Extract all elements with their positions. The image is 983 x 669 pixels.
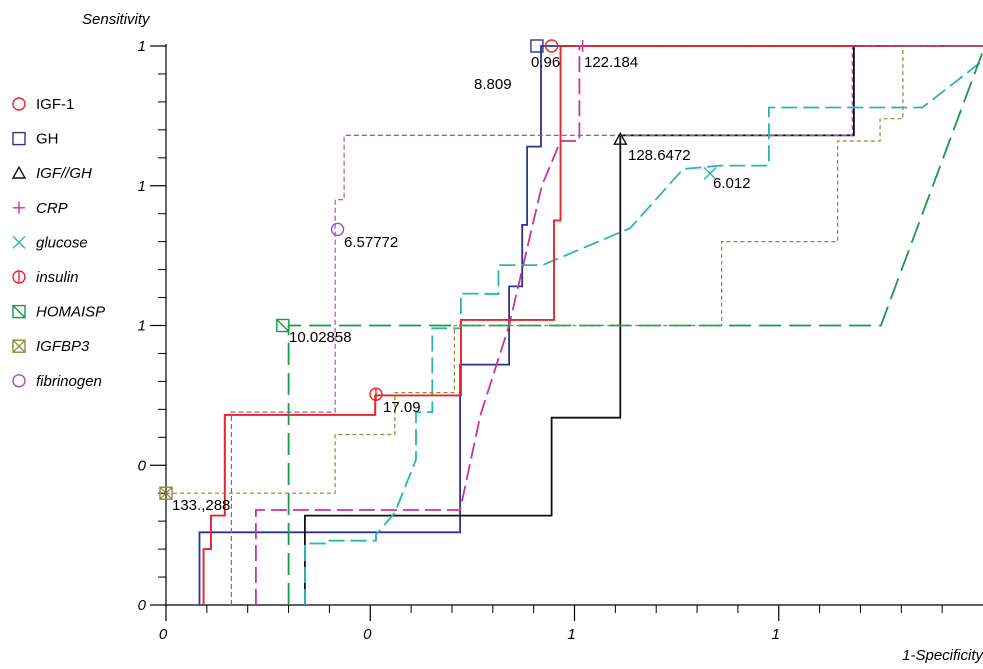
legend-label: IGFBP3	[36, 338, 90, 355]
legend-item-igf-1: IGF-1	[13, 96, 74, 113]
x-axis-title: 1-Specificity	[902, 647, 983, 664]
y-tick-label: 1	[138, 178, 146, 195]
legend-label: CRP	[36, 200, 68, 217]
annotation-crp: 122.184	[584, 54, 638, 71]
legend-item-insulin: insulin	[13, 269, 79, 286]
y-tick-label: 1	[138, 318, 146, 335]
annotation-igfbp3: 133.,288	[172, 497, 230, 514]
y-axis-title: Sensitivity	[82, 11, 151, 28]
plus-icon	[13, 202, 25, 214]
legend-label: fibrinogen	[36, 373, 102, 390]
annotation-igf1: 0.96	[531, 54, 560, 71]
x-tick-label: 0	[363, 626, 372, 643]
annotations: 0.96 8.809 122.184 128.6472 6.012 6.5777…	[172, 54, 751, 514]
threshold-marker-fibrinogen	[332, 223, 344, 235]
series-line-homaisp	[289, 51, 983, 605]
square-x-icon-cross	[13, 340, 25, 352]
circle-icon	[13, 375, 25, 387]
square-slash-icon-slash	[13, 306, 25, 318]
y-tick-label: 0	[138, 457, 147, 474]
legend-item-igf-gh: IGF//GH	[13, 165, 92, 182]
annotation-gh: 8.809	[474, 76, 512, 93]
annotation-insulin: 17.09	[383, 399, 421, 416]
y-tick-label: 1	[138, 38, 146, 55]
triangle-icon	[13, 167, 25, 178]
legend-item-igfbp3: IGFBP3	[13, 338, 90, 355]
x-tick-label: 0	[159, 626, 168, 643]
threshold-marker-crp	[577, 40, 589, 52]
x-icon	[13, 236, 25, 248]
x-tick-label: 1	[772, 626, 780, 643]
legend-label: HOMAISP	[36, 304, 105, 321]
legend-label: GH	[36, 131, 59, 148]
legend-item-crp: CRP	[13, 200, 68, 217]
legend-item-homaisp: HOMAISP	[13, 304, 105, 321]
x-tick-label: 1	[567, 626, 575, 643]
legend-item-gh: GH	[13, 131, 59, 148]
square-icon	[13, 133, 25, 145]
annotation-igfgh: 128.6472	[628, 147, 691, 164]
series-line-glucose	[305, 62, 982, 605]
series-line-igfbp3	[166, 46, 983, 493]
annotation-glucose: 6.012	[713, 175, 751, 192]
threshold-marker-homaisp-slash	[277, 320, 289, 332]
legend-label: insulin	[36, 269, 79, 286]
legend-item-fibrinogen: fibrinogen	[13, 373, 102, 390]
legend-item-glucose: glucose	[13, 234, 88, 251]
annotation-homaisp: 10.02858	[289, 329, 352, 346]
legend-label: glucose	[36, 234, 88, 251]
series-markers	[160, 40, 716, 499]
y-tick-label: 0	[138, 597, 147, 614]
circle-icon	[13, 98, 25, 110]
annotation-fibrinogen: 6.57772	[344, 234, 398, 251]
legend: IGF-1 GH IGF//GH CRP glucose insulin HOMAISP IG…	[13, 96, 105, 390]
legend-label: IGF//GH	[36, 165, 92, 182]
legend-label: IGF-1	[36, 96, 74, 113]
